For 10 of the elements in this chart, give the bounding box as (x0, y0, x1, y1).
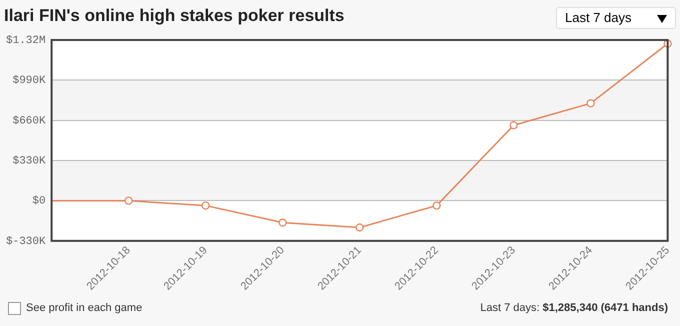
text: Last 7 days: $1,285,340 (6471 hands) (480, 302, 668, 314)
y-tick-label: $330K (12, 155, 46, 168)
chart-title: Ilari FIN's online high stakes poker results (4, 6, 344, 26)
y-tick-label: $-330K (6, 236, 46, 248)
text: See profit in each game (26, 302, 142, 314)
y-tick-label: $1.32M (6, 34, 46, 47)
y-tick-label: $0 (32, 196, 46, 208)
y-tick-label: $660K (12, 115, 46, 128)
y-tick-label: $990K (12, 75, 46, 88)
dropdown-field: Last 7 days (556, 7, 676, 29)
